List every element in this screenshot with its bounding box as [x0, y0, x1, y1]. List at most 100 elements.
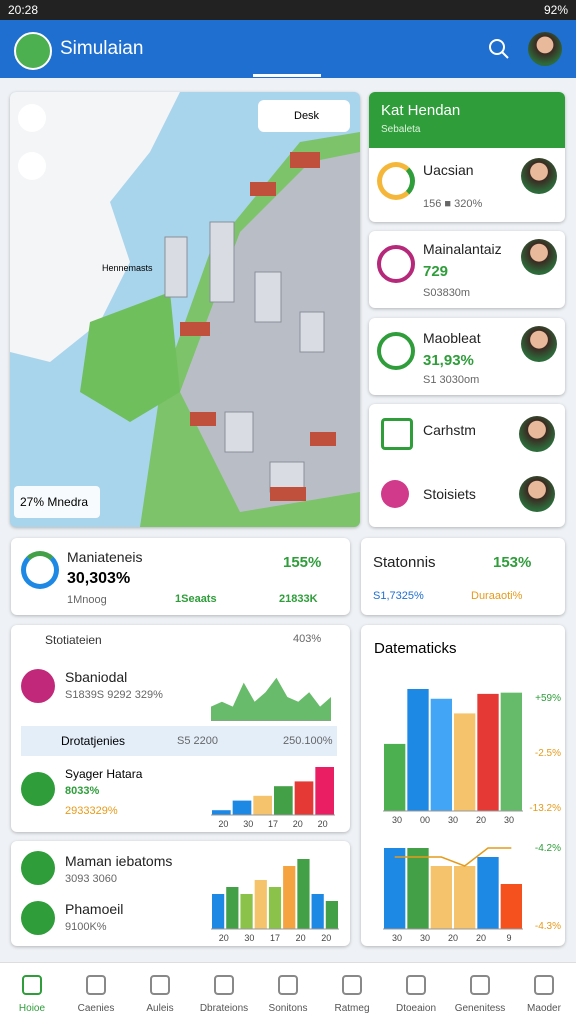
nav-item[interactable]: Genenitess	[448, 963, 512, 1025]
bar	[384, 848, 406, 929]
row-detail: 9100K%	[65, 921, 107, 933]
bar	[232, 800, 252, 815]
status-bar: 20:28 92%	[0, 0, 576, 20]
line	[394, 847, 512, 867]
nav-icon	[534, 975, 554, 995]
right-label: -4.2%	[535, 843, 561, 854]
x-tick-label: 20	[476, 933, 486, 943]
side-panel: Kat Hendan Sebaleta Uacsian 156 ■ 320%	[369, 92, 565, 222]
avatar	[519, 416, 555, 452]
nav-icon	[342, 975, 362, 995]
nav-item[interactable]: Dbrateions	[192, 963, 256, 1025]
side-card[interactable]: Maobleat 31,93% S1 3030om	[369, 318, 565, 395]
nav-label: Hoioe	[18, 1003, 46, 1014]
profile-avatar[interactable]	[528, 32, 562, 66]
nav-label: Auleis	[146, 1003, 174, 1014]
x-tick-label: 30	[392, 933, 402, 943]
bar	[477, 857, 499, 929]
bar	[454, 866, 476, 929]
bar	[407, 689, 429, 811]
side-title: Kat Hendan	[381, 102, 461, 119]
bar	[315, 767, 334, 815]
bar	[274, 786, 293, 815]
donut-icon	[377, 162, 415, 200]
highlight-row[interactable]: Drotatjenies S5 2200 250.100%	[21, 726, 337, 756]
back-button[interactable]	[18, 104, 46, 132]
bar	[430, 698, 452, 811]
nav-item[interactable]: Hoioe	[0, 963, 64, 1025]
item-title: Mainalantaiz	[423, 241, 502, 257]
app-bar: Simulaian	[0, 20, 576, 78]
side-card[interactable]: Mainalantaiz 729 S03830m	[369, 231, 565, 308]
x-tick-label: 17	[270, 933, 280, 943]
x-tick-label: 20	[219, 933, 229, 943]
summary-right: Duraaoti%	[471, 590, 523, 602]
map-panel[interactable]: Desk Hennemasts 27% Mnedra	[10, 92, 360, 527]
nav-item[interactable]: Sonitons	[256, 963, 320, 1025]
nav-icon	[406, 975, 426, 995]
card-value: 403%	[293, 633, 322, 645]
nav-label: Dtoeaion	[395, 1003, 437, 1014]
row-detail: 3093 3060	[65, 873, 117, 885]
bar	[297, 859, 310, 929]
map-search[interactable]: Desk	[258, 100, 350, 132]
search-button[interactable]	[488, 38, 510, 60]
app-title: Simulaian	[60, 38, 144, 59]
right-label: +59%	[535, 693, 561, 704]
item-title: Uacsian	[423, 162, 474, 178]
row-mid: S5 2200	[177, 735, 218, 747]
x-tick-label: 20	[218, 819, 228, 829]
summary-tag: 1Seaats	[175, 593, 217, 605]
item-value: 729	[423, 263, 449, 280]
x-tick-label: 20	[476, 815, 486, 825]
map-label: Hennemasts	[102, 263, 153, 273]
avatar	[521, 158, 557, 194]
nav-icon	[86, 975, 106, 995]
x-tick-label: 20	[318, 819, 328, 829]
time: 20:28	[8, 3, 39, 17]
bar	[226, 887, 239, 929]
icon	[381, 480, 409, 508]
icon	[377, 332, 415, 370]
icon	[21, 851, 55, 885]
icon	[377, 245, 415, 283]
nav-item[interactable]: Dtoeaion	[384, 963, 448, 1025]
nav-item[interactable]: Ratmeg	[320, 963, 384, 1025]
icon	[21, 772, 55, 806]
avatar	[521, 239, 557, 275]
x-tick-label: 30	[244, 933, 254, 943]
tab-indicator	[253, 74, 321, 77]
nav-label: Genenitess	[454, 1003, 506, 1014]
summary-tag: 21833K	[279, 593, 318, 605]
summary-title: Maniateneis	[67, 549, 143, 565]
summary-title: Statonnis	[373, 554, 436, 571]
icon	[21, 669, 55, 703]
item-title: Carhstm	[423, 422, 476, 438]
side-header: Kat Hendan Sebaleta	[369, 92, 565, 148]
nav-item[interactable]: Maoder	[512, 963, 576, 1025]
side-card[interactable]: Carhstm Stoisiets	[369, 404, 565, 527]
summary-change: 155%	[283, 554, 322, 571]
x-tick-label: 00	[420, 815, 430, 825]
summary-card[interactable]: Statonnis 153% S1,7325% Duraaoti%	[361, 538, 565, 615]
nav-item[interactable]: Caenies	[64, 963, 128, 1025]
row-title: Drotatjenies	[61, 734, 126, 748]
back-button[interactable]	[18, 152, 46, 180]
bar	[268, 887, 282, 929]
summary-sub: 1Mnoog	[67, 594, 107, 606]
row-title: Phamoeil	[65, 901, 124, 917]
bottom-nav: Hoioe Caenies Auleis Dbrateions Sonitons Ratm…	[0, 962, 576, 1025]
nav-icon	[22, 975, 42, 995]
bar	[500, 692, 522, 811]
donut-icon	[21, 551, 59, 589]
nav-item[interactable]: Auleis	[128, 963, 192, 1025]
nav-label: Dbrateions	[199, 1003, 249, 1014]
item-detail: S03830m	[423, 287, 471, 299]
bar	[325, 901, 338, 929]
summary-card[interactable]: Maniateneis 30,303% 1Mnoog 155% 1Seaats …	[11, 538, 350, 615]
summary-value: 30,303%	[67, 570, 131, 587]
x-tick-label: 20	[296, 933, 306, 943]
avatar	[519, 476, 555, 512]
chart-title: Datematicks	[374, 640, 457, 657]
